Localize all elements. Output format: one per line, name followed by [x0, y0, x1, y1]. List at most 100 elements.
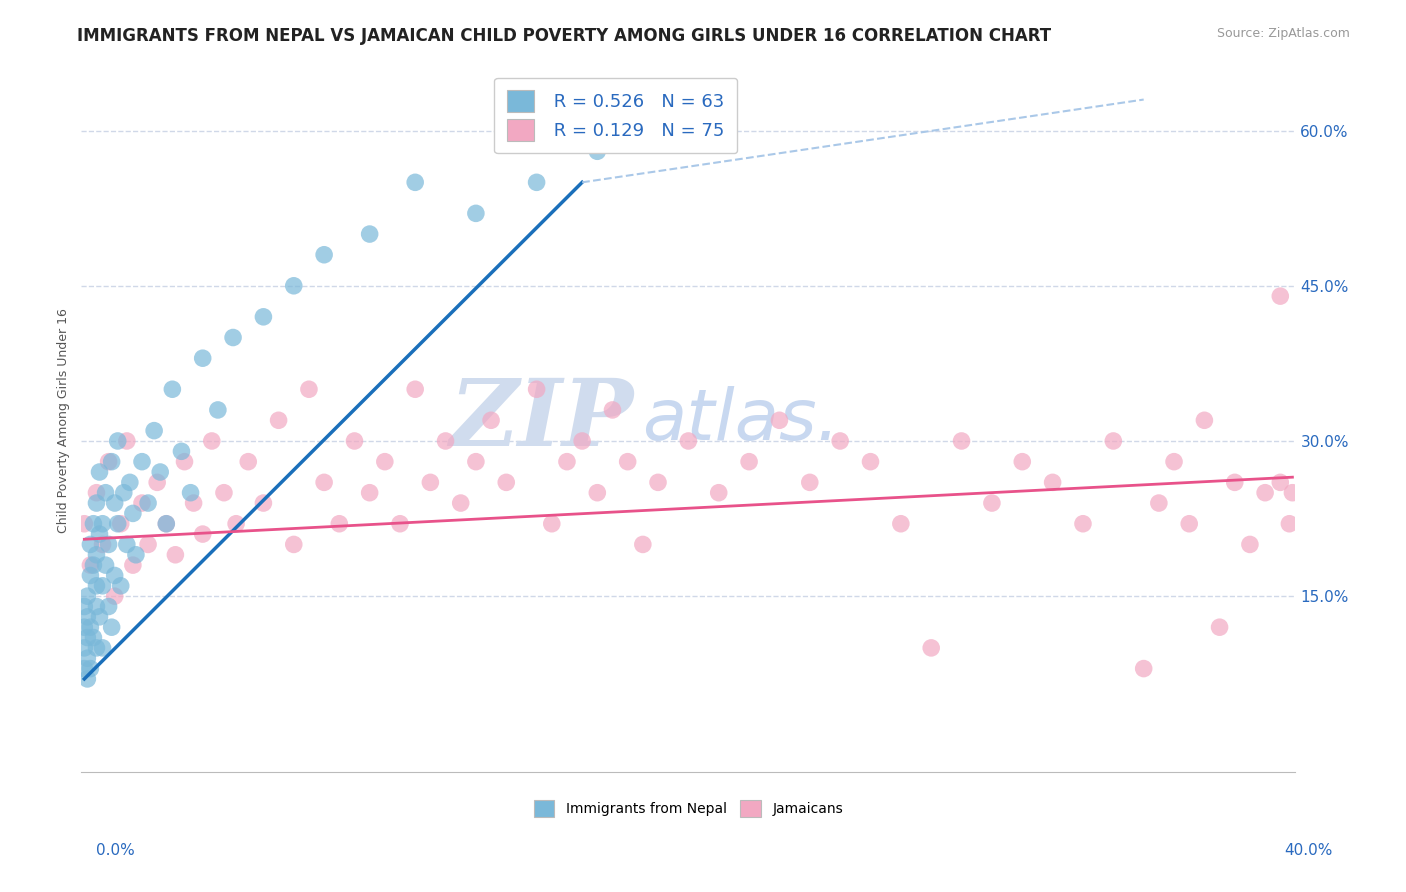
Point	[464, 455, 486, 469]
Point	[212, 485, 235, 500]
Point	[980, 496, 1002, 510]
Point	[1278, 516, 1301, 531]
Point	[586, 145, 609, 159]
Point	[359, 485, 381, 500]
Point	[79, 537, 101, 551]
Point	[191, 527, 214, 541]
Point	[97, 537, 120, 551]
Point	[100, 455, 122, 469]
Point	[162, 382, 184, 396]
Point	[738, 455, 761, 469]
Point	[586, 485, 609, 500]
Point	[91, 537, 114, 551]
Point	[82, 516, 104, 531]
Point	[479, 413, 502, 427]
Point	[180, 485, 202, 500]
Point	[1163, 455, 1185, 469]
Point	[222, 330, 245, 344]
Point	[86, 496, 108, 510]
Point	[1011, 455, 1033, 469]
Point	[707, 485, 730, 500]
Point	[1270, 475, 1292, 490]
Point	[450, 496, 472, 510]
Point	[1223, 475, 1246, 490]
Text: 0.0%: 0.0%	[96, 843, 135, 858]
Point	[464, 206, 486, 220]
Point	[1254, 485, 1277, 500]
Point	[86, 599, 108, 614]
Point	[76, 631, 98, 645]
Point	[73, 640, 96, 655]
Point	[616, 455, 638, 469]
Point	[678, 123, 700, 137]
Point	[647, 475, 669, 490]
Point	[122, 507, 145, 521]
Point	[1147, 496, 1170, 510]
Point	[136, 537, 159, 551]
Point	[76, 589, 98, 603]
Point	[79, 568, 101, 582]
Point	[1071, 516, 1094, 531]
Point	[86, 548, 108, 562]
Point	[76, 651, 98, 665]
Point	[1102, 434, 1125, 448]
Point	[76, 610, 98, 624]
Point	[155, 516, 177, 531]
Point	[107, 516, 129, 531]
Point	[86, 640, 108, 655]
Point	[920, 640, 942, 655]
Point	[115, 537, 138, 551]
Point	[125, 548, 148, 562]
Point	[122, 558, 145, 573]
Point	[404, 175, 426, 189]
Point	[155, 516, 177, 531]
Point	[1239, 537, 1261, 551]
Point	[94, 558, 117, 573]
Point	[97, 455, 120, 469]
Point	[1042, 475, 1064, 490]
Point	[1132, 662, 1154, 676]
Point	[768, 413, 790, 427]
Point	[1178, 516, 1201, 531]
Point	[94, 485, 117, 500]
Point	[389, 516, 412, 531]
Text: Source: ZipAtlas.com: Source: ZipAtlas.com	[1216, 27, 1350, 40]
Point	[110, 516, 132, 531]
Point	[165, 548, 187, 562]
Point	[328, 516, 350, 531]
Point	[314, 248, 336, 262]
Point	[434, 434, 457, 448]
Point	[89, 465, 111, 479]
Point	[183, 496, 205, 510]
Point	[859, 455, 882, 469]
Point	[404, 382, 426, 396]
Point	[73, 599, 96, 614]
Point	[890, 516, 912, 531]
Point	[631, 537, 654, 551]
Point	[104, 589, 127, 603]
Text: ZIP: ZIP	[450, 376, 634, 466]
Point	[79, 620, 101, 634]
Point	[298, 382, 321, 396]
Point	[170, 444, 193, 458]
Point	[343, 434, 366, 448]
Point	[238, 455, 260, 469]
Point	[82, 558, 104, 573]
Legend: Immigrants from Nepal, Jamaicans: Immigrants from Nepal, Jamaicans	[526, 791, 852, 825]
Point	[112, 485, 135, 500]
Point	[252, 310, 274, 324]
Point	[73, 620, 96, 634]
Text: 40.0%: 40.0%	[1285, 843, 1333, 858]
Point	[73, 516, 96, 531]
Point	[107, 434, 129, 448]
Point	[131, 455, 153, 469]
Point	[830, 434, 852, 448]
Point	[110, 579, 132, 593]
Point	[359, 227, 381, 241]
Point	[526, 175, 548, 189]
Point	[79, 662, 101, 676]
Y-axis label: Child Poverty Among Girls Under 16: Child Poverty Among Girls Under 16	[58, 308, 70, 533]
Point	[267, 413, 290, 427]
Point	[146, 475, 169, 490]
Point	[91, 640, 114, 655]
